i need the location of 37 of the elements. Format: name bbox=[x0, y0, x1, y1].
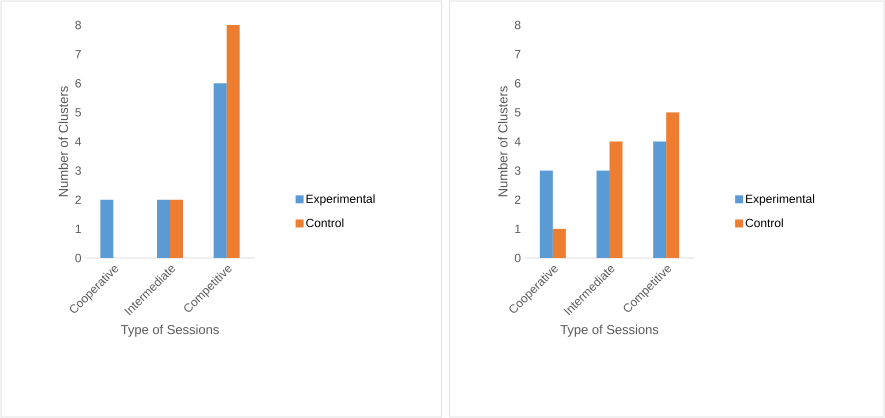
legend-label: Experimental bbox=[306, 194, 375, 206]
y-tick-label: 8 bbox=[514, 20, 520, 30]
y-tick-label: 2 bbox=[514, 196, 520, 204]
x-axis-title: Type of Sessions bbox=[120, 324, 219, 337]
bar bbox=[100, 200, 114, 258]
y-tick-label: 5 bbox=[75, 108, 81, 117]
y-tick-label: 5 bbox=[514, 108, 520, 117]
y-axis-title: Number of Clusters bbox=[58, 86, 68, 196]
y-tick-label: 8 bbox=[75, 20, 81, 30]
bar bbox=[610, 142, 623, 258]
y-tick-label: 0 bbox=[75, 254, 82, 262]
bar bbox=[552, 228, 566, 258]
bar bbox=[170, 200, 184, 258]
y-tick-label: 1 bbox=[515, 224, 520, 233]
y-tick-label: 1 bbox=[76, 224, 81, 233]
y-tick-label: 6 bbox=[75, 79, 81, 88]
bar bbox=[157, 200, 170, 258]
bar bbox=[214, 83, 227, 258]
y-tick-label: 6 bbox=[514, 79, 520, 88]
legend-label: Control bbox=[306, 218, 344, 228]
y-tick-label: 2 bbox=[75, 196, 81, 204]
y-tick-label: 3 bbox=[514, 166, 520, 175]
bar bbox=[540, 170, 553, 258]
y-tick-label: 0 bbox=[514, 254, 521, 262]
y-tick-label: 4 bbox=[514, 137, 521, 146]
bar bbox=[596, 170, 610, 258]
bar bbox=[666, 112, 680, 258]
y-tick-label: 7 bbox=[514, 50, 520, 58]
legend-label: Experimental bbox=[746, 194, 814, 206]
bar bbox=[226, 25, 240, 258]
bar bbox=[653, 142, 666, 258]
y-tick-label: 4 bbox=[75, 137, 82, 146]
y-tick-label: 7 bbox=[75, 50, 81, 58]
legend-label: Control bbox=[746, 218, 783, 228]
y-axis-title: Number of Clusters bbox=[498, 86, 508, 196]
y-tick-label: 3 bbox=[75, 166, 81, 175]
x-axis-title: Type of Sessions bbox=[560, 324, 658, 337]
